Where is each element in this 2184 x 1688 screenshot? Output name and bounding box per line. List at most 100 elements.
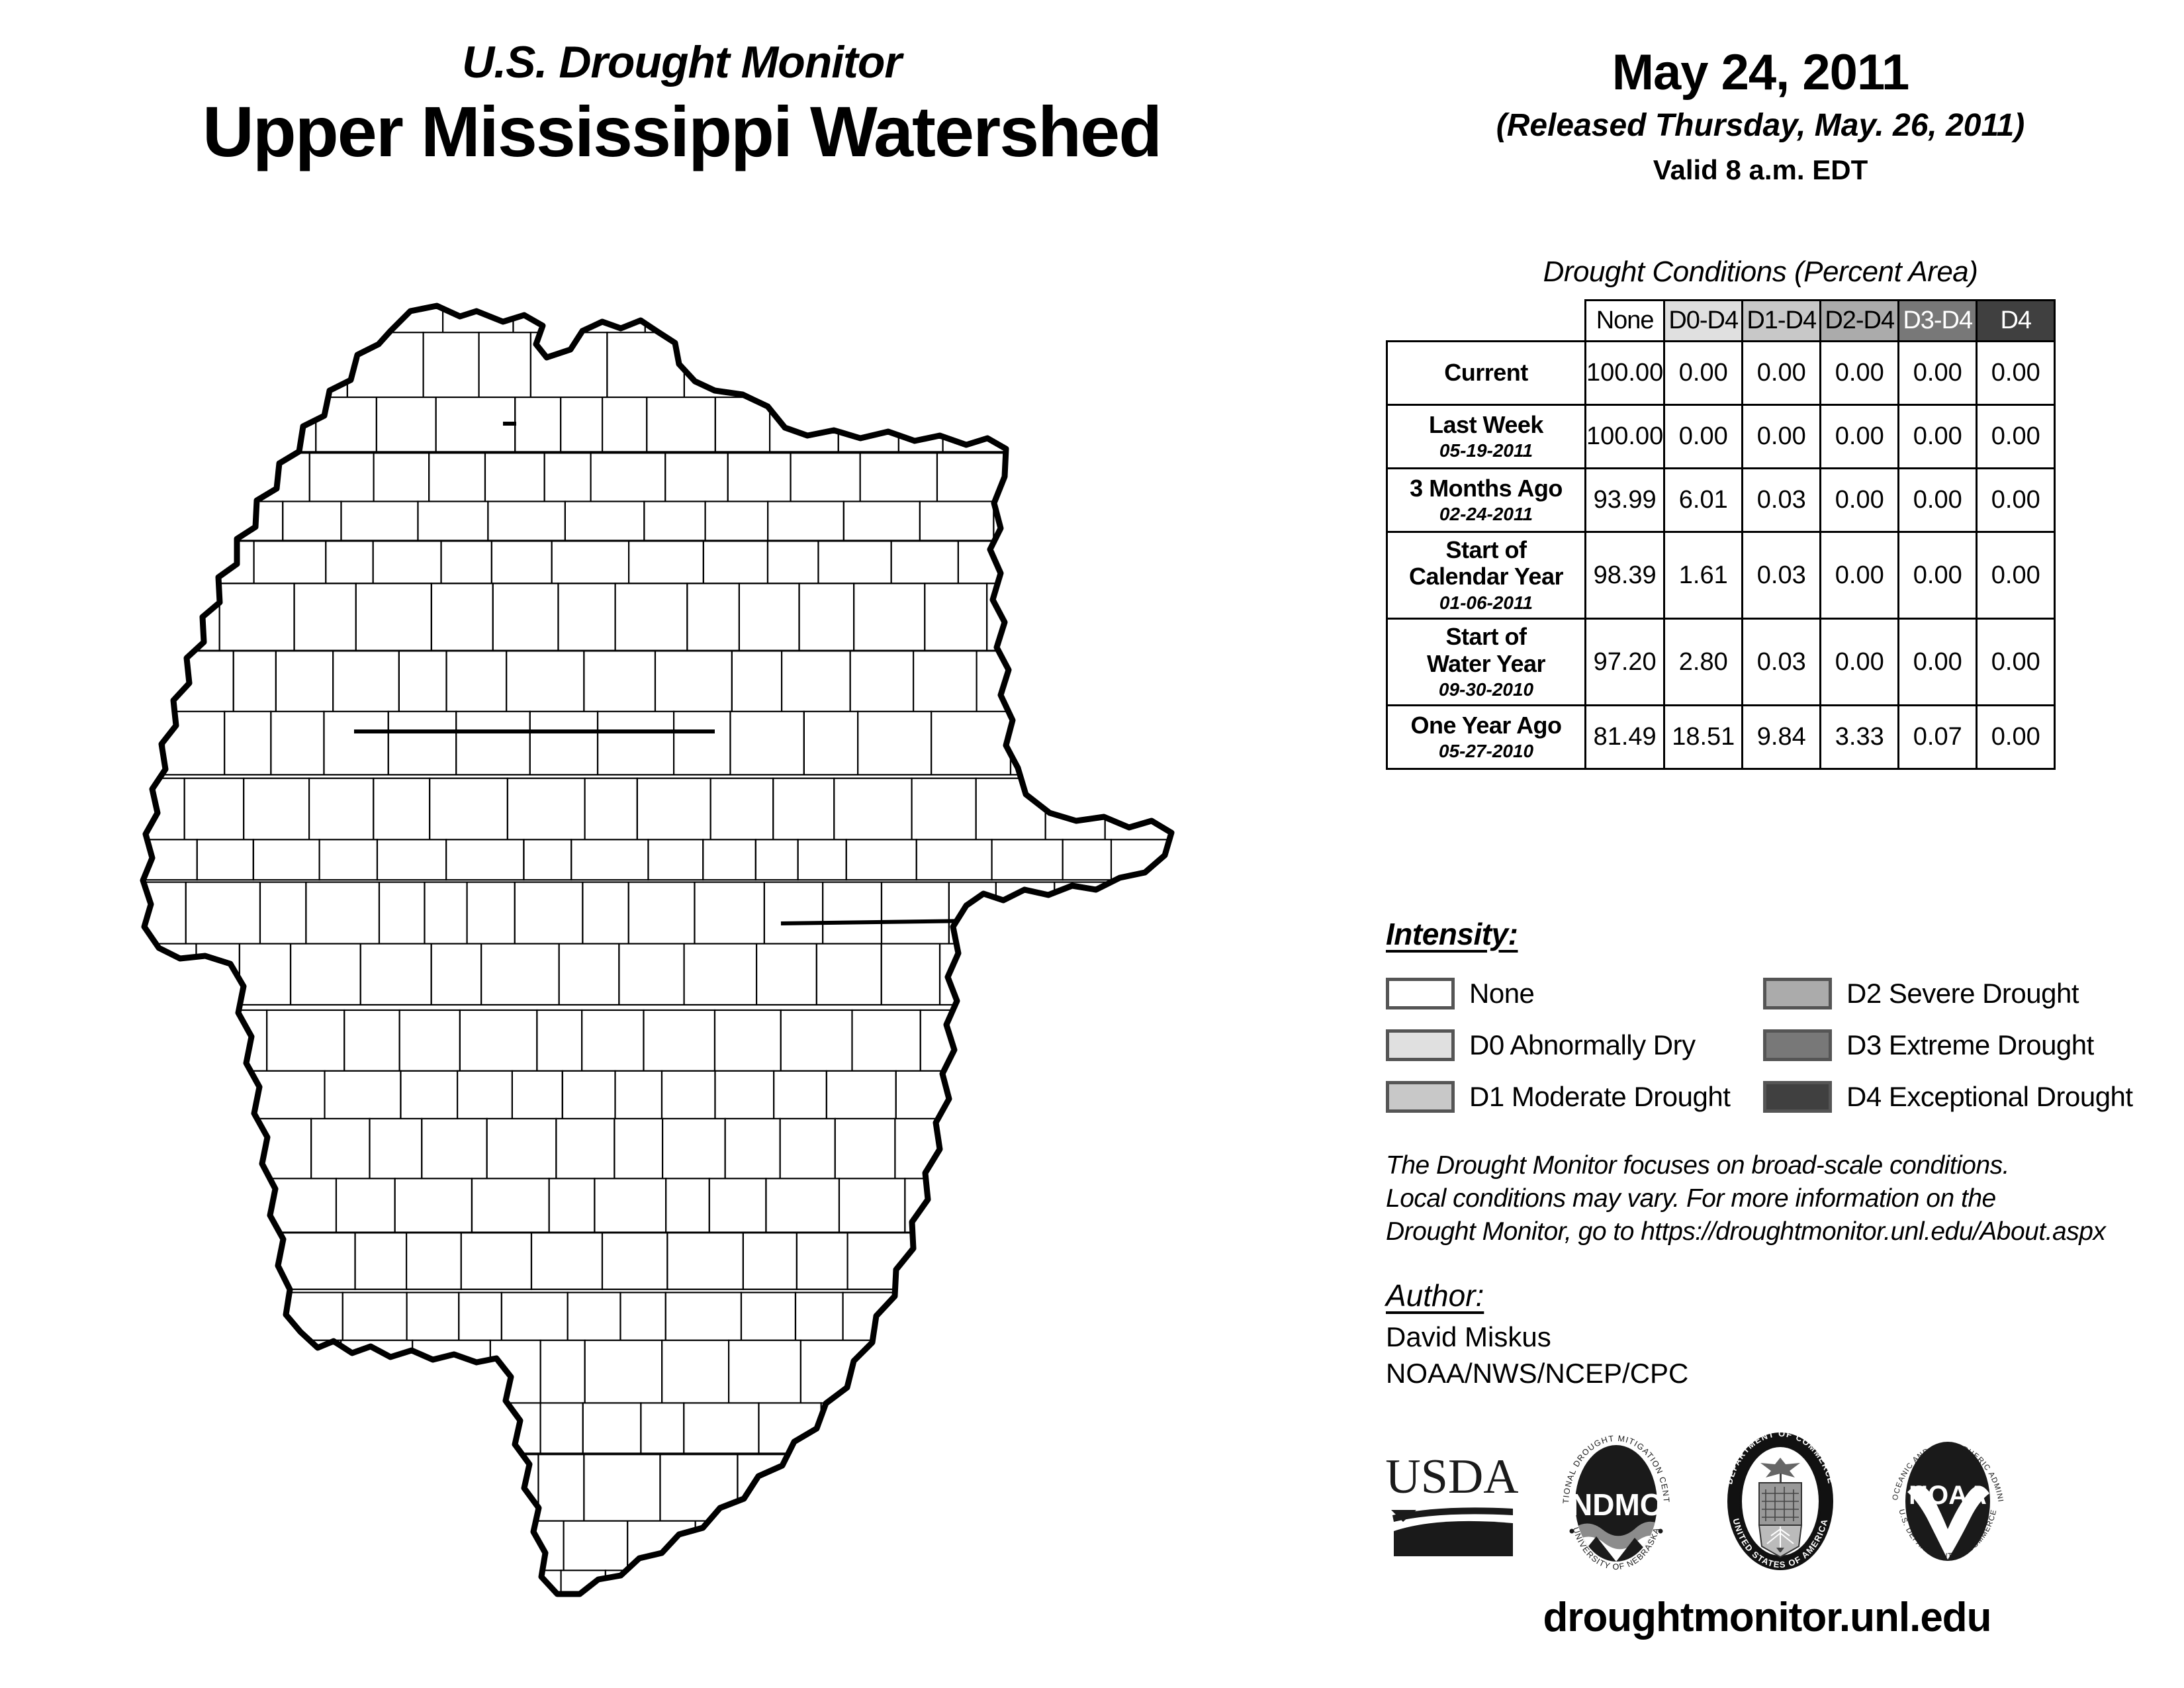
map-svg [79, 265, 1264, 1628]
county [724, 1117, 781, 1184]
county [557, 583, 616, 651]
county [570, 839, 649, 881]
county [183, 777, 245, 844]
county [429, 777, 509, 844]
county [430, 943, 482, 1006]
county [543, 452, 592, 504]
county [555, 1117, 615, 1184]
county [523, 839, 572, 881]
county [694, 881, 766, 947]
cell-1-d0-d4: 0.00 [1663, 404, 1744, 469]
county [660, 1070, 716, 1120]
county [341, 1291, 408, 1342]
county [647, 839, 704, 881]
county [797, 839, 847, 881]
cell-1-none: 100.00 [1584, 404, 1666, 469]
cell-3-none: 98.39 [1584, 530, 1666, 620]
legend-swatch-d3-extreme-drought [1763, 1029, 1832, 1061]
county [196, 839, 254, 881]
county [584, 777, 638, 844]
disclaimer-text: The Drought Monitor focuses on broad-sca… [1386, 1149, 2167, 1248]
county [511, 1070, 563, 1120]
county [359, 943, 432, 1006]
county [375, 397, 437, 453]
cell-4-d2-d4: 0.00 [1819, 618, 1900, 707]
county [890, 540, 959, 585]
cell-0-d1-d4: 0.00 [1741, 340, 1822, 406]
cell-3-d0-d4: 1.61 [1663, 530, 1744, 620]
county [373, 777, 431, 844]
legend-label-d4-exceptional-drought: D4 Exceptional Drought [1846, 1081, 2133, 1112]
county [514, 397, 562, 453]
county [369, 1117, 423, 1184]
row-label-text: Last Week [1429, 410, 1543, 438]
table-col-header-d1-d4: D1-D4 [1741, 299, 1822, 342]
county [537, 1454, 585, 1523]
county [417, 500, 489, 541]
legend-label-d1-moderate-drought: D1 Moderate Drought [1469, 1081, 1731, 1112]
usda-logo: USDA [1385, 1438, 1519, 1568]
county [661, 1117, 726, 1184]
row-label-text: Current [1444, 359, 1528, 387]
county [506, 777, 586, 844]
county [849, 650, 915, 714]
county [740, 1291, 797, 1342]
cell-2-d3-d4: 0.00 [1897, 467, 1978, 533]
county [459, 1009, 538, 1072]
svg-text:USDA: USDA [1386, 1450, 1518, 1504]
county [584, 1339, 663, 1409]
legend-item-d1-moderate-drought: D1 Moderate Drought [1386, 1071, 1763, 1123]
county [825, 1070, 897, 1120]
table-corner-cell [1387, 301, 1586, 342]
intensity-legend: None D2 Severe Drought D0 Abnormally Dry D3… [1386, 968, 2154, 1123]
table-row: Start of Water Year 09-30-2010 97.20 2.80 0.0… [1386, 618, 2056, 707]
county [373, 452, 430, 504]
county [308, 777, 375, 844]
county [838, 1178, 906, 1233]
county [618, 943, 685, 1006]
county [859, 452, 938, 504]
county [561, 1070, 616, 1120]
county [310, 1117, 371, 1184]
county [400, 1070, 459, 1120]
table-row: 3 Months Ago 02-24-2011 93.99 6.01 0.03 0.00 0… [1386, 467, 2056, 533]
drought-monitor-label: U.S. Drought Monitor [462, 37, 902, 87]
county [335, 1178, 396, 1233]
county [308, 452, 375, 504]
county [424, 881, 468, 947]
county [293, 583, 357, 651]
county [398, 1009, 461, 1072]
noaa-logo: NOAA NATIONAL OCEANIC AND ATMOSPHERIC AD… [1875, 1424, 2017, 1575]
county [614, 1117, 664, 1184]
county [842, 500, 921, 541]
cell-4-d1-d4: 0.03 [1741, 618, 1822, 707]
county [232, 650, 277, 714]
county [224, 710, 272, 776]
cell-1-d4: 0.00 [1976, 404, 2056, 469]
cell-4-d4: 0.00 [1976, 618, 2056, 707]
county [640, 1402, 685, 1454]
watershed-map[interactable] [79, 265, 1264, 1628]
county [880, 943, 941, 1006]
map-date: May 24, 2011 [1612, 44, 1910, 101]
county [614, 583, 688, 651]
county [354, 1232, 408, 1290]
disclaimer-line-3: Drought Monitor, go to https://droughtmo… [1386, 1217, 2106, 1246]
county [596, 710, 675, 776]
county [880, 881, 950, 947]
county [822, 881, 883, 947]
county [773, 1070, 827, 1120]
legend-item-none: None [1386, 968, 1763, 1019]
county [727, 1339, 801, 1409]
date-block: May 24, 2011 (Released Thursday, May. 26… [1363, 48, 2158, 184]
county [601, 397, 648, 453]
table-row: Last Week 05-19-2011 100.00 0.00 0.00 0.00 0.0… [1386, 404, 2056, 469]
county [912, 650, 978, 714]
county [435, 397, 516, 453]
legend-swatch-none [1386, 978, 1455, 1009]
svg-text:NDMC: NDMC [1570, 1487, 1662, 1522]
page-title: Upper Mississippi Watershed [202, 91, 1162, 171]
county [661, 1339, 730, 1409]
county [702, 839, 756, 881]
county [731, 650, 783, 714]
